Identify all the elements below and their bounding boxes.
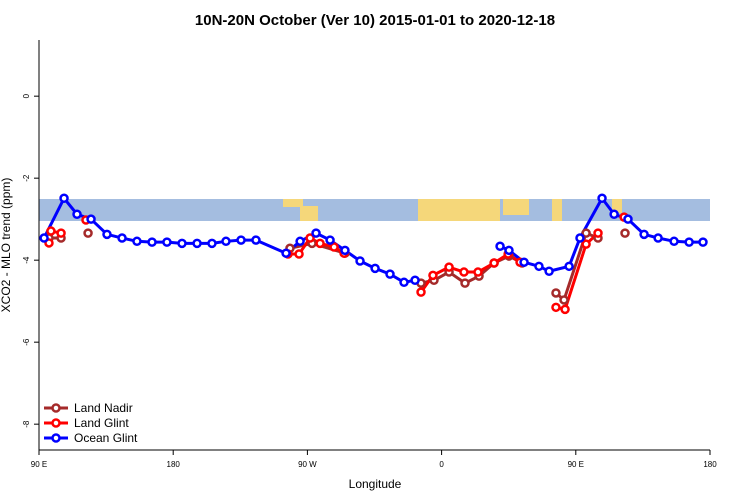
data-point bbox=[295, 236, 305, 247]
data-point bbox=[385, 269, 395, 279]
y-tick-label: -2 bbox=[22, 174, 31, 182]
legend-marker bbox=[51, 403, 61, 413]
data-point bbox=[609, 209, 619, 219]
data-point bbox=[473, 267, 483, 277]
data-point bbox=[620, 228, 630, 238]
map-strip bbox=[39, 199, 710, 221]
data-point bbox=[207, 238, 217, 249]
data-point bbox=[370, 263, 380, 274]
data-point bbox=[544, 266, 554, 276]
data-point bbox=[416, 287, 426, 297]
data-point bbox=[311, 228, 321, 238]
data-point bbox=[305, 233, 315, 243]
data-point bbox=[132, 236, 142, 247]
data-point bbox=[653, 233, 663, 243]
data-point bbox=[86, 214, 96, 224]
data-point bbox=[83, 228, 93, 238]
data-point bbox=[251, 235, 261, 245]
data-point bbox=[581, 228, 591, 238]
data-point bbox=[315, 238, 325, 249]
data-point bbox=[59, 193, 69, 204]
data-point bbox=[495, 241, 505, 251]
data-point bbox=[597, 193, 607, 204]
data-point bbox=[504, 245, 514, 256]
data-point bbox=[410, 275, 420, 286]
x-axis-label: Longitude bbox=[349, 477, 402, 491]
y-tick-label: 0 bbox=[22, 93, 31, 98]
data-point bbox=[551, 288, 561, 298]
data-point bbox=[669, 236, 679, 247]
legend-marker bbox=[51, 433, 61, 443]
y-tick-label: -8 bbox=[22, 420, 31, 428]
legend-label: Land Nadir bbox=[74, 401, 133, 415]
chart-title: 10N-20N October (Ver 10) 2015-01-01 to 2… bbox=[195, 12, 555, 29]
x-tick-label: 90 E bbox=[31, 460, 47, 469]
data-point bbox=[519, 257, 529, 267]
data-point bbox=[581, 239, 591, 249]
data-point bbox=[593, 228, 603, 238]
y-tick-label: -6 bbox=[22, 338, 31, 346]
x-tick-label: 90 W bbox=[298, 460, 317, 469]
data-point bbox=[428, 270, 438, 281]
data-point bbox=[355, 256, 365, 266]
data-point bbox=[221, 236, 231, 247]
data-point bbox=[460, 278, 470, 288]
data-point bbox=[444, 262, 454, 272]
data-point bbox=[559, 295, 569, 305]
data-point bbox=[236, 235, 246, 245]
data-point bbox=[117, 233, 127, 243]
legend-label: Land Glint bbox=[74, 416, 129, 430]
data-point bbox=[147, 237, 157, 247]
data-point bbox=[102, 229, 112, 240]
x-tick-label: 180 bbox=[167, 460, 181, 469]
data-point bbox=[162, 237, 172, 247]
data-point bbox=[684, 237, 694, 247]
data-point bbox=[639, 229, 649, 240]
y-axis-label: XCO2 - MLO trend (ppm) bbox=[0, 178, 13, 313]
data-point bbox=[281, 248, 291, 258]
data-point bbox=[177, 238, 187, 249]
data-point bbox=[575, 233, 585, 243]
data-point bbox=[46, 226, 56, 236]
data-point bbox=[534, 261, 544, 272]
x-tick-label: 0 bbox=[439, 460, 444, 469]
data-point bbox=[340, 245, 350, 256]
data-point bbox=[329, 242, 339, 252]
y-tick-label: -4 bbox=[22, 256, 31, 264]
data-point bbox=[459, 267, 469, 277]
data-point bbox=[325, 235, 335, 245]
data-point bbox=[56, 228, 66, 238]
data-point bbox=[294, 249, 304, 259]
x-tick-label: 180 bbox=[703, 460, 717, 469]
legend-label: Ocean Glint bbox=[74, 431, 138, 445]
data-point bbox=[72, 209, 82, 219]
data-point bbox=[192, 238, 202, 249]
data-point bbox=[39, 233, 49, 243]
data-point bbox=[399, 277, 409, 288]
x-tick-label: 90 E bbox=[568, 460, 584, 469]
data-point bbox=[489, 258, 499, 268]
data-point bbox=[560, 304, 570, 315]
data-point bbox=[551, 302, 561, 313]
data-point bbox=[564, 261, 574, 272]
data-point bbox=[698, 237, 708, 247]
legend-marker bbox=[51, 418, 61, 428]
data-point bbox=[623, 214, 633, 224]
